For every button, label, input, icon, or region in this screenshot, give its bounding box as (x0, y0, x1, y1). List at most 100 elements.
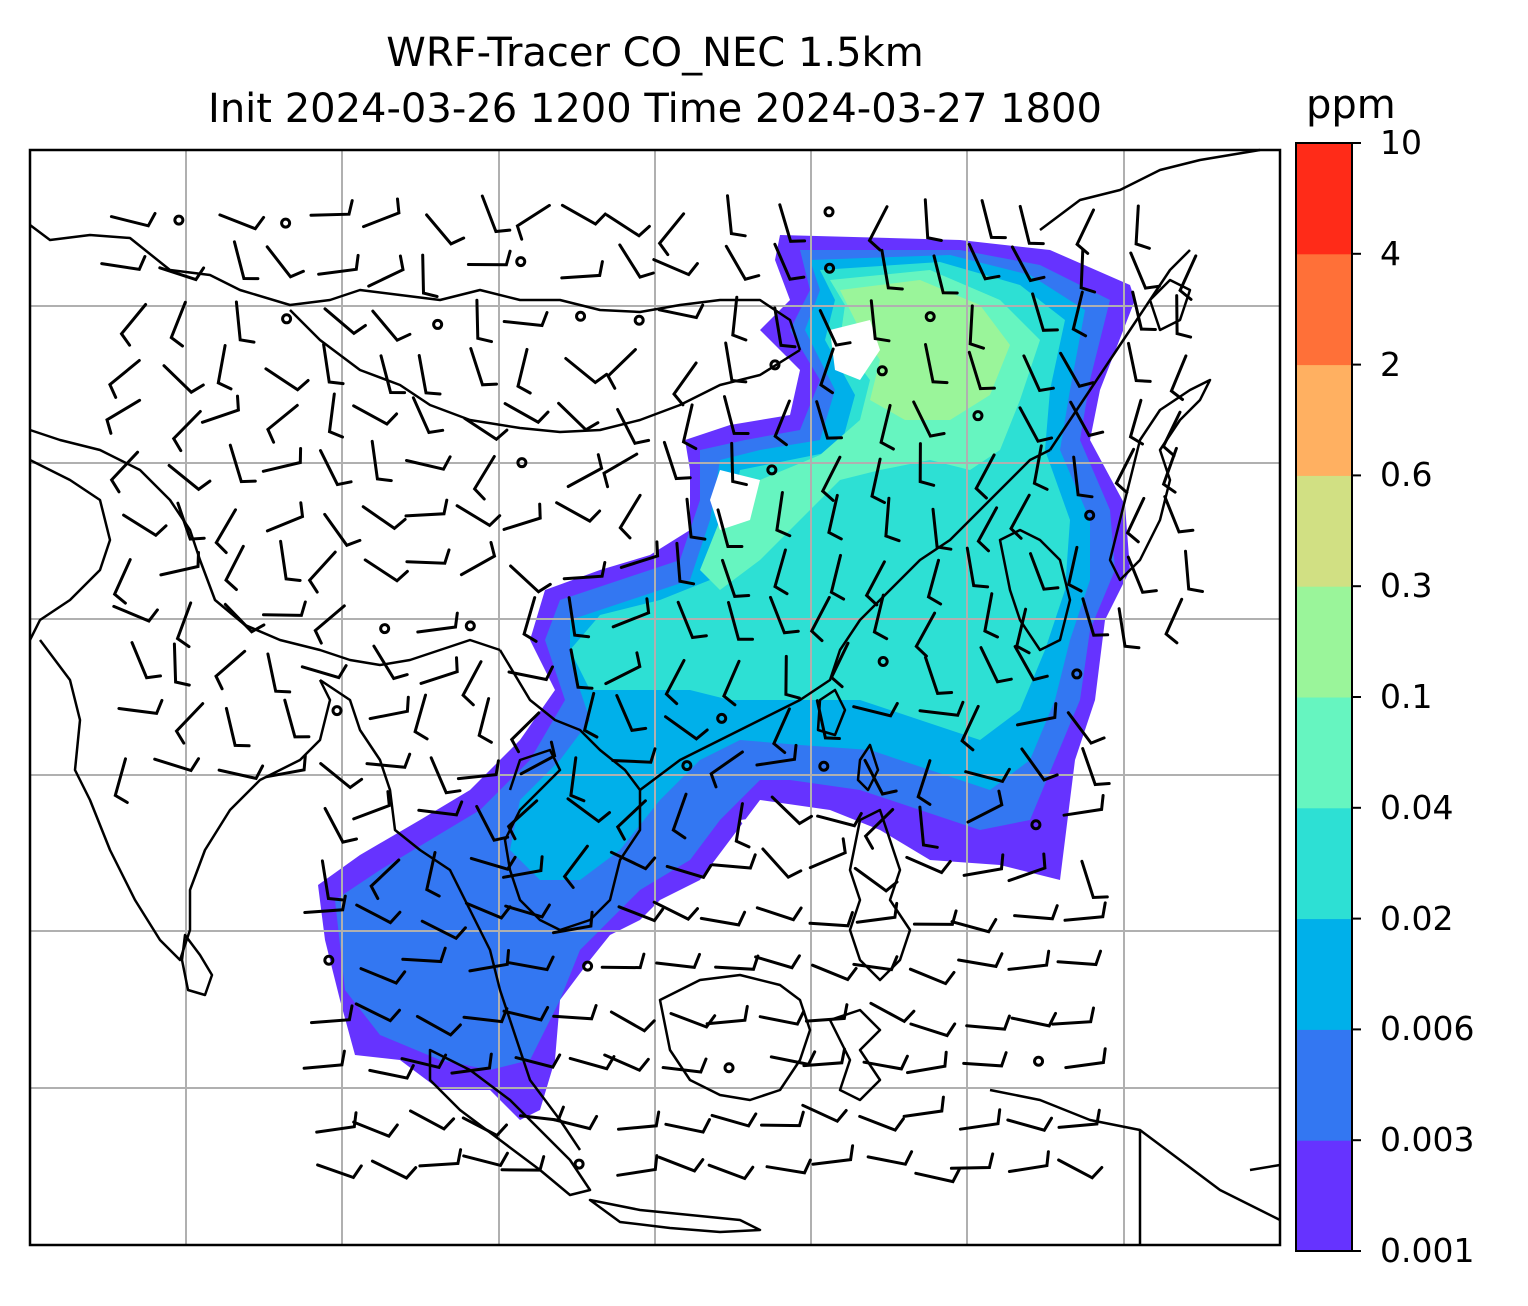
wind-barb (967, 242, 1001, 281)
wind-barb (967, 350, 996, 391)
wind-barb (918, 442, 936, 487)
wind-barb (1114, 447, 1136, 494)
wind-barb (1184, 549, 1204, 593)
colorbar-bin (1296, 364, 1352, 476)
wind-barb (923, 198, 943, 242)
wind-barb (918, 805, 939, 849)
wind-barb (711, 853, 757, 870)
wind-barb (615, 799, 647, 841)
wind-barb (1129, 251, 1161, 290)
wind-barb (669, 1012, 717, 1029)
wind-barb (1126, 555, 1158, 594)
colorbar-bin (1296, 143, 1352, 255)
wind-barb (605, 213, 651, 238)
wind-barb (417, 354, 442, 396)
calm-wind-marker (716, 712, 728, 724)
wind-barb (122, 513, 168, 538)
wind-barb (319, 449, 353, 487)
wind-barb (816, 812, 863, 828)
wind-barb (264, 367, 310, 392)
calm-wind-marker (723, 1062, 735, 1074)
calm-wind-marker (379, 623, 391, 635)
wind-barb (722, 659, 741, 707)
wind-barb (475, 804, 510, 842)
wind-barb (918, 700, 965, 717)
wind-barb (112, 558, 132, 605)
wind-barb (983, 592, 999, 639)
wind-barb (214, 649, 247, 691)
wind-barb (726, 194, 747, 238)
wind-barb (912, 400, 946, 438)
wind-barb (769, 595, 800, 635)
wind-barb (315, 1111, 358, 1134)
wind-barb (804, 1003, 849, 1023)
wind-barb (300, 664, 348, 680)
wind-barb (1175, 294, 1193, 339)
wind-barb (618, 493, 642, 540)
wind-barb (130, 641, 162, 680)
wind-barb (618, 243, 655, 279)
wind-barb (522, 596, 538, 643)
wind-barb (200, 394, 240, 424)
calm-wind-marker (573, 1158, 585, 1170)
wind-barb (809, 595, 831, 643)
wind-barb (1071, 290, 1088, 338)
wind-barb (109, 212, 157, 228)
wind-barb (818, 309, 852, 347)
wind-barb (664, 658, 686, 706)
wind-barb (676, 600, 708, 640)
calm-wind-marker (1030, 819, 1042, 831)
calm-wind-marker (575, 310, 587, 322)
wind-barb (307, 550, 337, 594)
wind-barb (480, 194, 512, 234)
wind-barb (265, 754, 307, 779)
wind-barb (1007, 1150, 1050, 1173)
wind-barb (1134, 204, 1151, 250)
wind-barb (171, 410, 202, 453)
wind-barb (957, 952, 1004, 969)
wind-barb (758, 1010, 806, 1026)
wind-barb (516, 347, 532, 395)
wind-barb (912, 909, 958, 926)
wind-barb (557, 401, 600, 432)
wind-barb (515, 203, 551, 241)
wind-barb (863, 758, 898, 796)
wind-barb (962, 1051, 1008, 1068)
wind-barb (509, 711, 541, 754)
colorbar-tick-label: 0.001 (1380, 1231, 1475, 1270)
wind-barb (909, 1022, 957, 1038)
wind-barb (863, 808, 895, 850)
wind-barb (109, 450, 140, 494)
wind-barb (617, 905, 665, 923)
wind-barb (352, 790, 391, 821)
wind-barb (914, 611, 937, 658)
calm-wind-marker (432, 318, 444, 330)
wind-barb (852, 702, 899, 718)
wind-barb (551, 1114, 599, 1131)
colorbar-tick-label: 0.3 (1380, 566, 1433, 606)
wind-barb (320, 859, 344, 902)
wind-barb (808, 911, 854, 928)
wind-barb (323, 512, 362, 548)
wind-barb (1013, 645, 1049, 682)
wind-barb (675, 541, 696, 586)
wind-barb (1072, 455, 1094, 499)
wind-barb (916, 759, 932, 806)
wind-barb (808, 837, 847, 870)
wind-barb (869, 299, 891, 343)
wind-barb (1161, 446, 1178, 494)
wind-barb (316, 1163, 363, 1180)
wind-barb (976, 506, 999, 553)
wind-barb (603, 1053, 650, 1073)
wind-barb (159, 551, 200, 577)
wind-barb (569, 756, 586, 803)
wind-barb (724, 244, 761, 281)
wind-barb (965, 546, 990, 589)
colorbar-bin (1296, 697, 1352, 809)
wind-barb (352, 1120, 399, 1139)
wind-barb (1056, 949, 1102, 967)
wind-barb (425, 851, 441, 898)
wind-barb (734, 802, 751, 849)
wind-barb (216, 344, 233, 391)
wind-barb (368, 1064, 415, 1080)
